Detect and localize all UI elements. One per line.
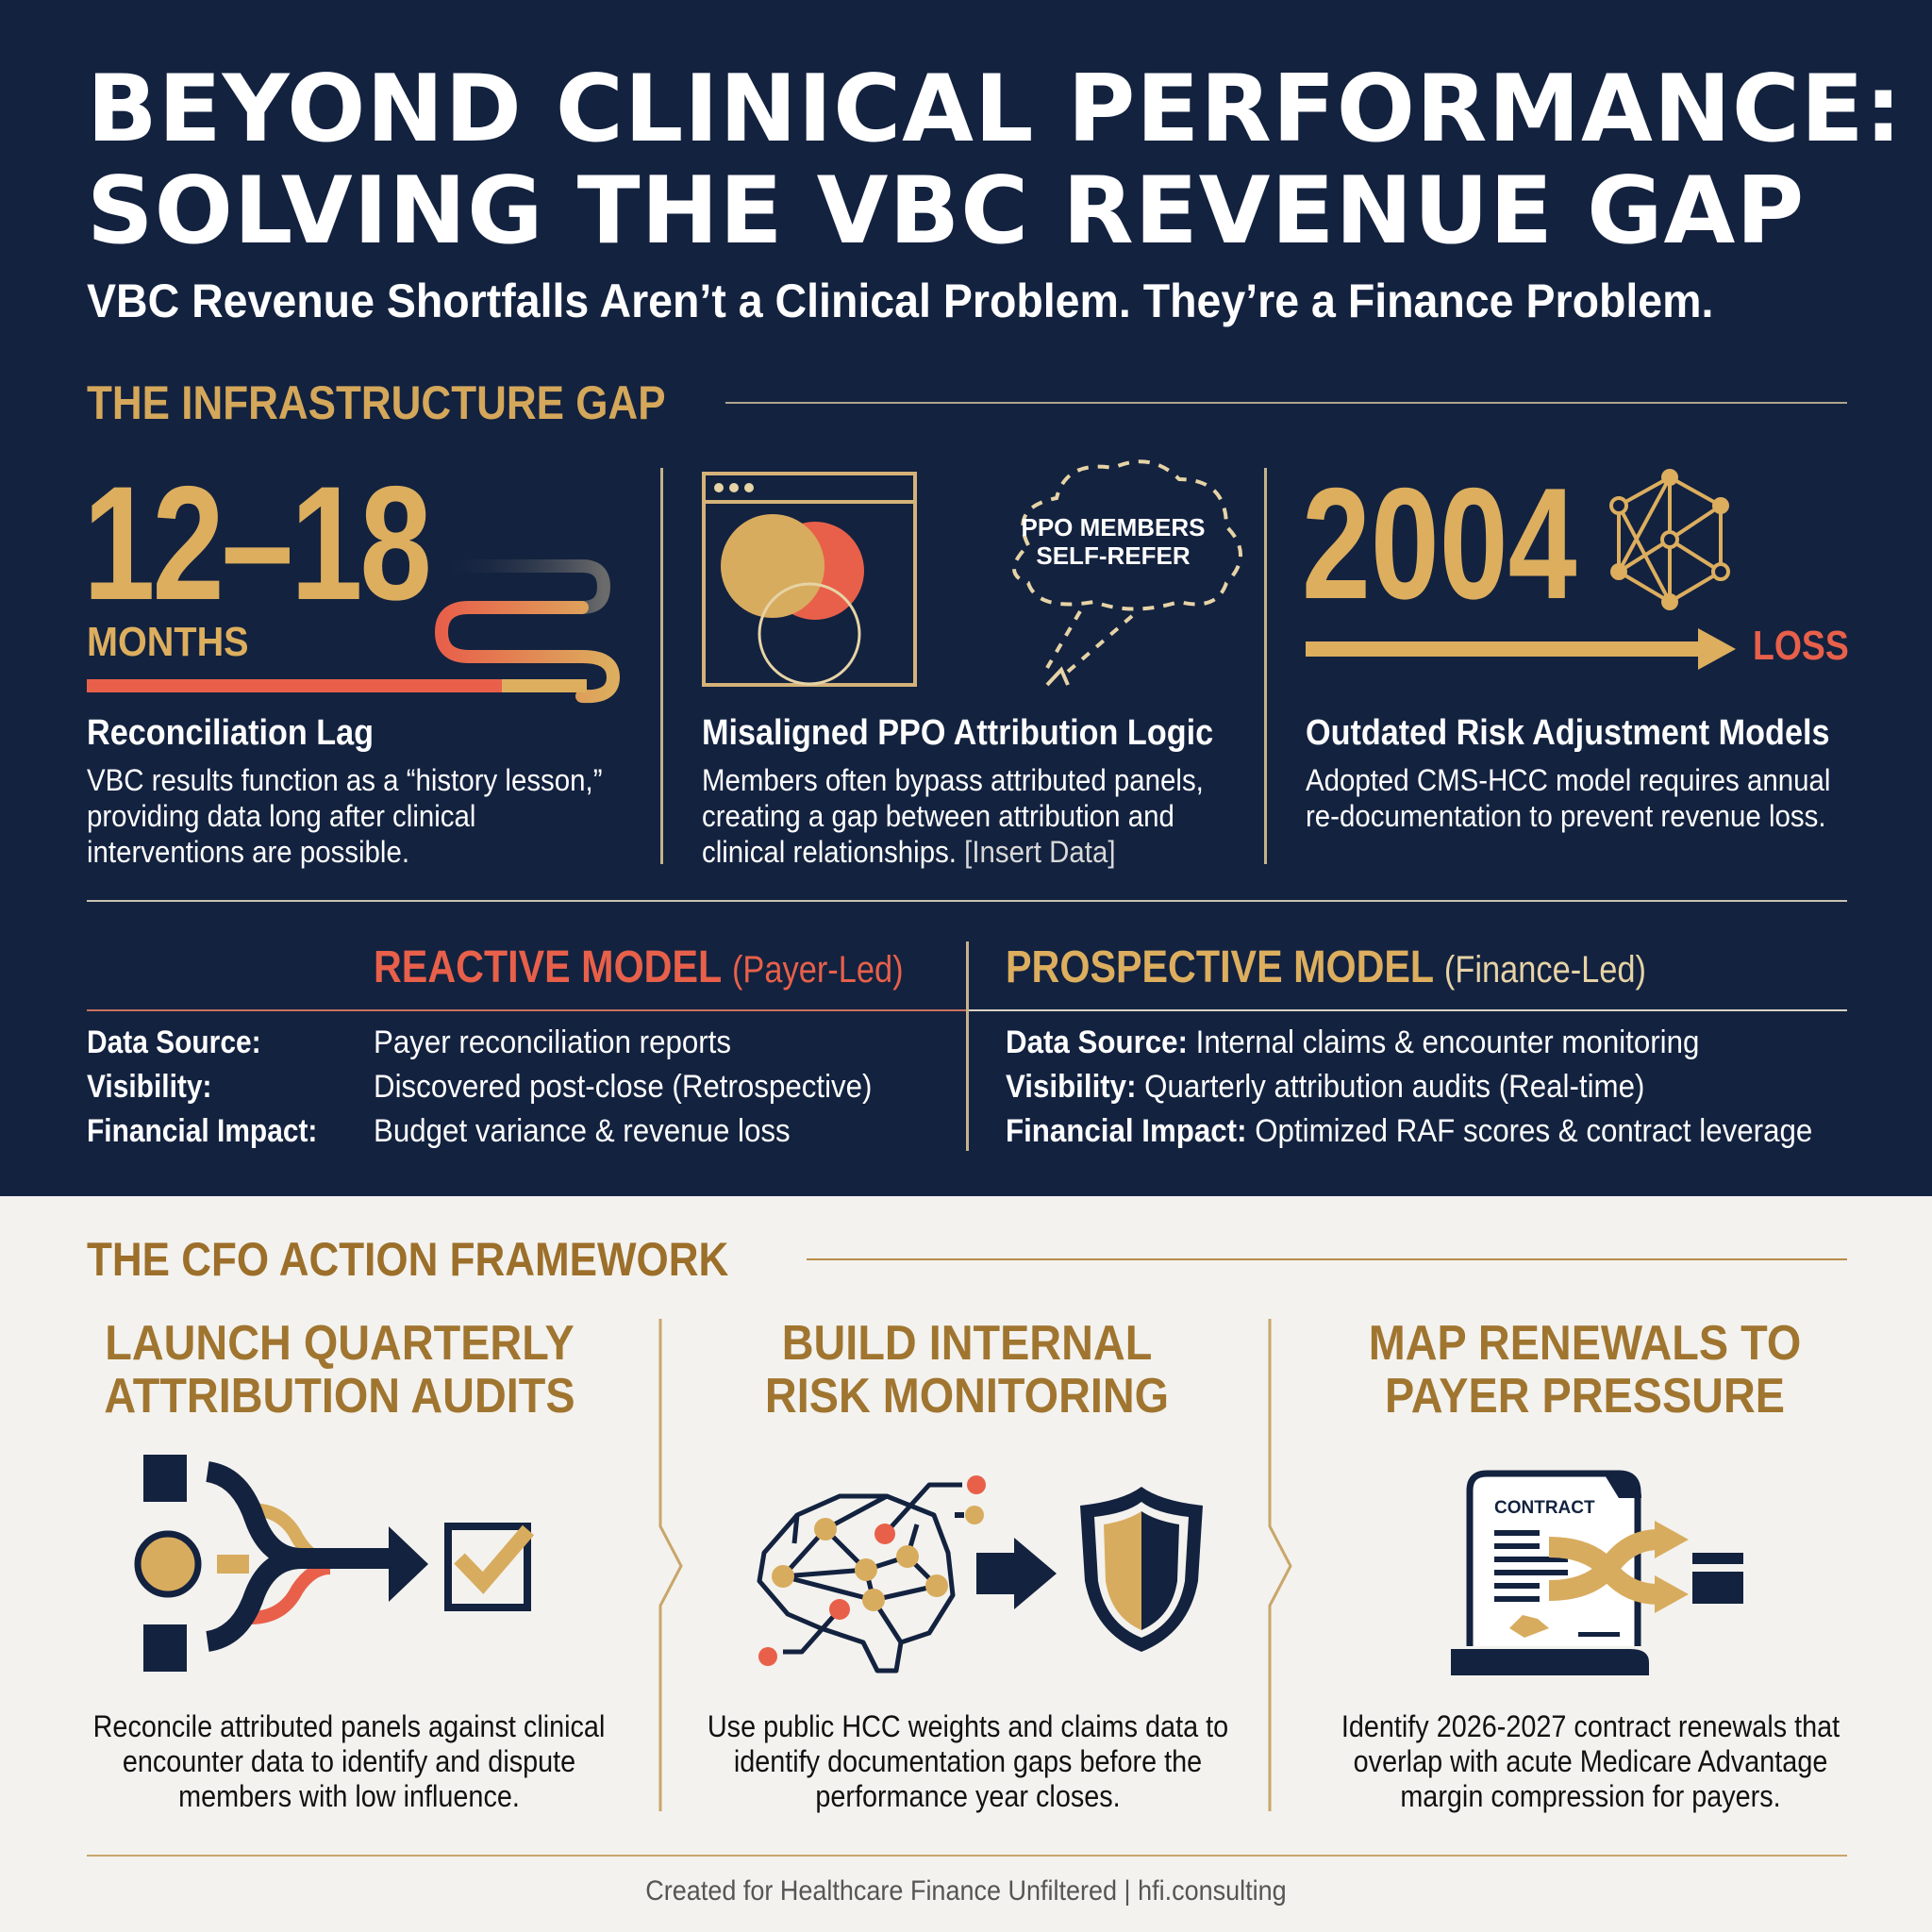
action-body: Reconcile attributed panels against clin… xyxy=(92,1709,606,1813)
section-heading-label: THE INFRASTRUCTURE GAP xyxy=(87,376,666,429)
row-value: Internal claims & encounter monitoring xyxy=(1195,1024,1700,1060)
action-title: MAP RENEWALS TO PAYER PRESSURE xyxy=(1322,1317,1848,1423)
prospective-rule xyxy=(969,1009,1847,1011)
card-title: Misaligned PPO Attribution Logic xyxy=(702,713,1214,753)
action-title-line: RISK MONITORING xyxy=(764,1369,1170,1424)
model-title-text: PROSPECTIVE MODEL xyxy=(1006,942,1434,992)
section-heading-label: THE CFO ACTION FRAMEWORK xyxy=(87,1233,729,1286)
reactive-model-title: REACTIVE MODEL (Payer-Led) xyxy=(374,941,904,993)
model-qualifier: (Finance-Led) xyxy=(1443,949,1647,991)
card-body: VBC results function as a “history lesso… xyxy=(87,763,603,869)
reactive-values: Payer reconciliation reports Discovered … xyxy=(374,1021,915,1154)
section-divider xyxy=(87,900,1847,902)
action-title-line: PAYER PRESSURE xyxy=(1385,1369,1785,1424)
prospective-model-title: PROSPECTIVE MODEL (Finance-Led) xyxy=(1006,941,1646,993)
row-value: Discovered post-close (Retrospective) xyxy=(374,1069,873,1105)
card-body: Adopted CMS-HCC model requires annual re… xyxy=(1306,763,1831,833)
merge-flow-checkbox-icon xyxy=(134,1455,535,1672)
action-title: BUILD INTERNAL RISK MONITORING xyxy=(708,1317,1226,1423)
footer-rule xyxy=(87,1855,1847,1857)
model-qualifier: (Payer-Led) xyxy=(731,949,904,991)
row-label: Data Source: xyxy=(1006,1024,1188,1060)
action-title-line: MAP RENEWALS TO xyxy=(1368,1316,1802,1371)
row-label: Visibility: xyxy=(1006,1069,1137,1105)
action-body: Identify 2026-2027 contract renewals tha… xyxy=(1341,1709,1840,1813)
row-value: Budget variance & revenue loss xyxy=(374,1113,791,1149)
card-title: Outdated Risk Adjustment Models xyxy=(1306,713,1830,753)
action-title-line: ATTRIBUTION AUDITS xyxy=(104,1369,575,1424)
page-title: BEYOND CLINICAL PERFORMANCE: SOLVING THE… xyxy=(87,58,1903,262)
chevron-divider-1 xyxy=(658,1319,683,1811)
card-title: Reconciliation Lag xyxy=(87,713,375,753)
contract-label: CONTRACT xyxy=(1494,1498,1595,1518)
column-divider xyxy=(1264,468,1267,864)
loss-label: LOSS xyxy=(1753,623,1849,669)
action-title-line: LAUNCH QUARTERLY xyxy=(105,1316,575,1371)
stat-unit-months: MONTHS xyxy=(87,619,249,665)
winding-path-icon xyxy=(87,559,621,704)
action-title-line: BUILD INTERNAL xyxy=(781,1316,1153,1371)
ppo-callout: PPO MEMBERS SELF-REFER xyxy=(1000,513,1226,570)
row-value: Quarterly attribution audits (Real-time) xyxy=(1144,1069,1645,1105)
title-line-2: SOLVING THE VBC REVENUE GAP xyxy=(87,158,1806,265)
action-title: LAUNCH QUARTERLY ATTRIBUTION AUDITS xyxy=(85,1317,594,1423)
insert-data-placeholder: [Insert Data] xyxy=(964,835,1116,869)
network-graph-icon xyxy=(1609,469,1730,610)
infrastructure-gap-heading: THE INFRASTRUCTURE GAP xyxy=(87,375,1847,430)
contract-shuffle-icon: CONTRACT xyxy=(1451,1470,1743,1675)
reactive-labels: Data Source: Visibility: Financial Impac… xyxy=(87,1021,349,1154)
stat-12-18: 12–18 xyxy=(83,453,432,634)
card-body: Members often bypass attributed panels, … xyxy=(702,762,1214,870)
action-body: Use public HCC weights and claims data t… xyxy=(707,1709,1229,1813)
callout-line-1: PPO MEMBERS xyxy=(1021,513,1206,541)
card-body-text: Members often bypass attributed panels, … xyxy=(702,763,1204,869)
timeline-arrow-icon xyxy=(1306,628,1736,670)
row-value: Optimized RAF scores & contract leverage xyxy=(1255,1113,1813,1149)
footer-credit: Created for Healthcare Finance Unfiltere… xyxy=(645,1875,1287,1907)
heading-rule xyxy=(725,402,1847,404)
page-subtitle: VBC Revenue Shortfalls Aren’t a Clinical… xyxy=(87,275,1714,327)
callout-line-2: SELF-REFER xyxy=(1036,541,1191,570)
column-divider xyxy=(660,468,663,864)
cfo-framework-heading: THE CFO ACTION FRAMEWORK xyxy=(87,1232,1847,1287)
row-label: Data Source: xyxy=(87,1024,261,1060)
row-label: Visibility: xyxy=(87,1069,212,1105)
venn-diagram-window-icon xyxy=(702,472,917,687)
prospective-rows: Data Source: Internal claims & encounter… xyxy=(1006,1021,1883,1154)
row-label: Financial Impact: xyxy=(1006,1113,1247,1149)
brain-network-shield-icon xyxy=(757,1475,1203,1674)
chevron-divider-2 xyxy=(1268,1319,1292,1811)
model-title-text: REACTIVE MODEL xyxy=(374,942,722,992)
row-label: Financial Impact: xyxy=(87,1113,318,1149)
model-divider xyxy=(966,941,969,1151)
dashed-thought-cloud-icon xyxy=(1012,459,1242,687)
row-value: Payer reconciliation reports xyxy=(374,1024,732,1060)
heading-rule xyxy=(807,1258,1847,1260)
title-line-1: BEYOND CLINICAL PERFORMANCE: xyxy=(87,56,1903,163)
stat-2004: 2004 xyxy=(1302,455,1577,632)
reactive-rule xyxy=(87,1009,966,1011)
